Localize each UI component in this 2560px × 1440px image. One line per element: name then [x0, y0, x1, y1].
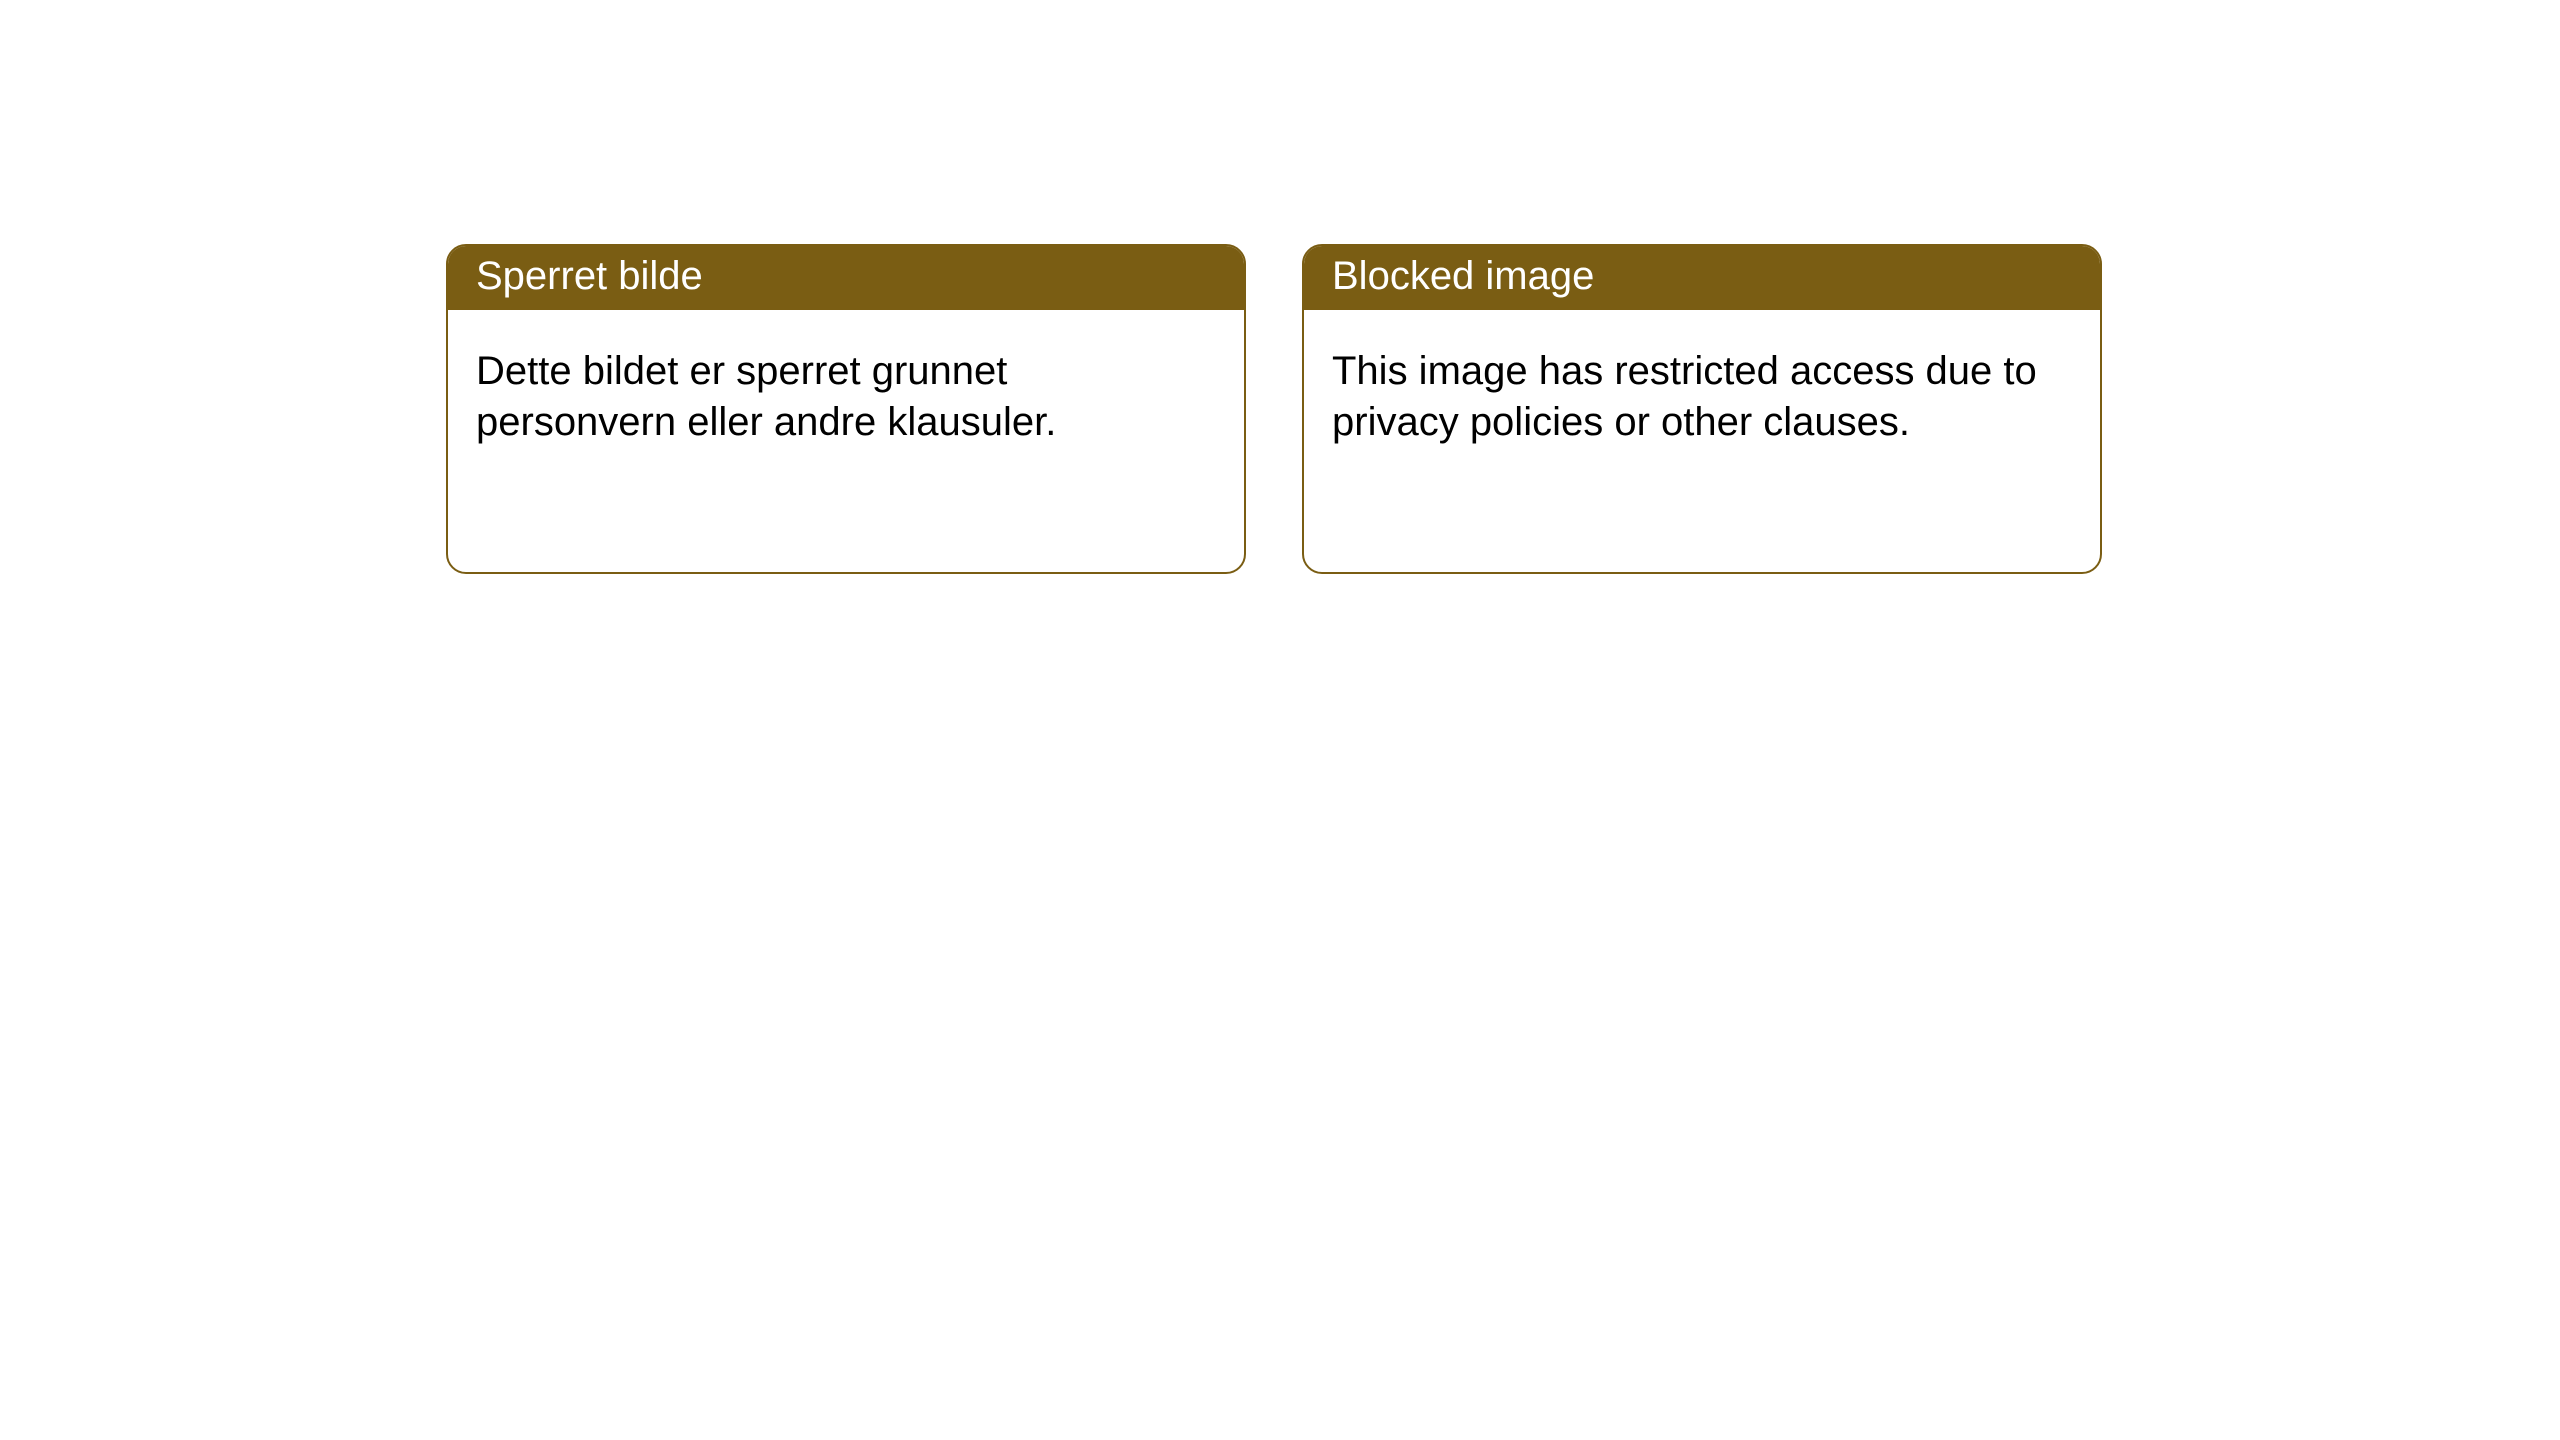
- notice-cards-container: Sperret bilde Dette bildet er sperret gr…: [0, 0, 2560, 574]
- card-title: Sperret bilde: [448, 246, 1244, 310]
- notice-card-english: Blocked image This image has restricted …: [1302, 244, 2102, 574]
- card-body-text: Dette bildet er sperret grunnet personve…: [448, 310, 1244, 476]
- notice-card-norwegian: Sperret bilde Dette bildet er sperret gr…: [446, 244, 1246, 574]
- card-body-text: This image has restricted access due to …: [1304, 310, 2100, 476]
- card-title: Blocked image: [1304, 246, 2100, 310]
